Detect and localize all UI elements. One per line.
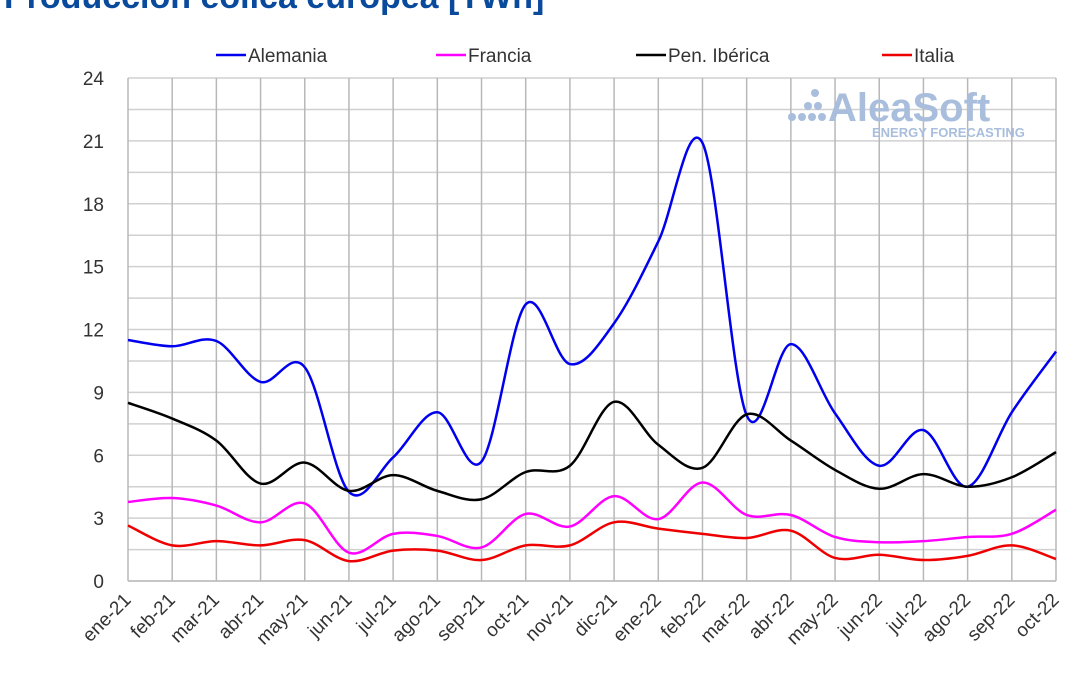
y-tick-label: 3	[93, 509, 104, 530]
x-tick-label: oct-22	[1011, 590, 1063, 642]
x-tick-label: jun-22	[834, 590, 887, 643]
series-line-pen-ib-rica	[127, 400, 1057, 502]
y-tick-label: 18	[83, 195, 104, 216]
x-tick-label: sep-21	[433, 590, 489, 646]
x-tick-label: ene-22	[609, 590, 666, 647]
y-tick-label: 24	[83, 69, 105, 90]
y-tick-label: 6	[93, 446, 104, 467]
y-tick-label: 0	[93, 572, 104, 593]
x-tick-label: sep-22	[963, 590, 1019, 646]
y-tick-label: 9	[93, 383, 104, 404]
legend-label: Alemania	[248, 46, 328, 67]
aleasoft-watermark: AleaSoft ENERGY FORECASTING	[788, 86, 1025, 140]
svg-text:ENERGY FORECASTING: ENERGY FORECASTING	[872, 125, 1025, 140]
svg-text:AleaSoft: AleaSoft	[828, 86, 990, 130]
series-lines	[127, 136, 1058, 563]
legend-label: Francia	[468, 46, 532, 67]
legend: Alemania Francia Pen. Ibérica Italia	[216, 46, 955, 67]
series-line-alemania	[127, 136, 1058, 497]
y-axis-ticks: 0 3 6 9 12 15 18 21 24	[83, 69, 105, 593]
x-tick-label: nov-21	[522, 590, 578, 646]
series-line-italia	[127, 520, 1057, 563]
x-axis-ticks: ene-21feb-21mar-21abr-21may-21jun-21jul-…	[79, 590, 1064, 650]
x-tick-label: ago-22	[918, 590, 975, 647]
y-tick-label: 21	[83, 132, 104, 153]
series-line-francia	[127, 481, 1057, 555]
grid	[127, 77, 1057, 582]
y-tick-label: 12	[83, 321, 104, 342]
x-tick-label: mar-21	[167, 590, 224, 647]
legend-label: Pen. Ibérica	[668, 46, 770, 67]
chart-title: Producción eólica europea [TWh]	[4, 0, 544, 17]
x-tick-label: mar-22	[697, 590, 754, 647]
legend-label: Italia	[914, 46, 955, 67]
x-tick-label: ago-21	[388, 590, 445, 647]
y-tick-label: 15	[83, 258, 104, 279]
x-tick-label: jun-21	[304, 590, 357, 643]
x-tick-label: ene-21	[79, 590, 136, 647]
